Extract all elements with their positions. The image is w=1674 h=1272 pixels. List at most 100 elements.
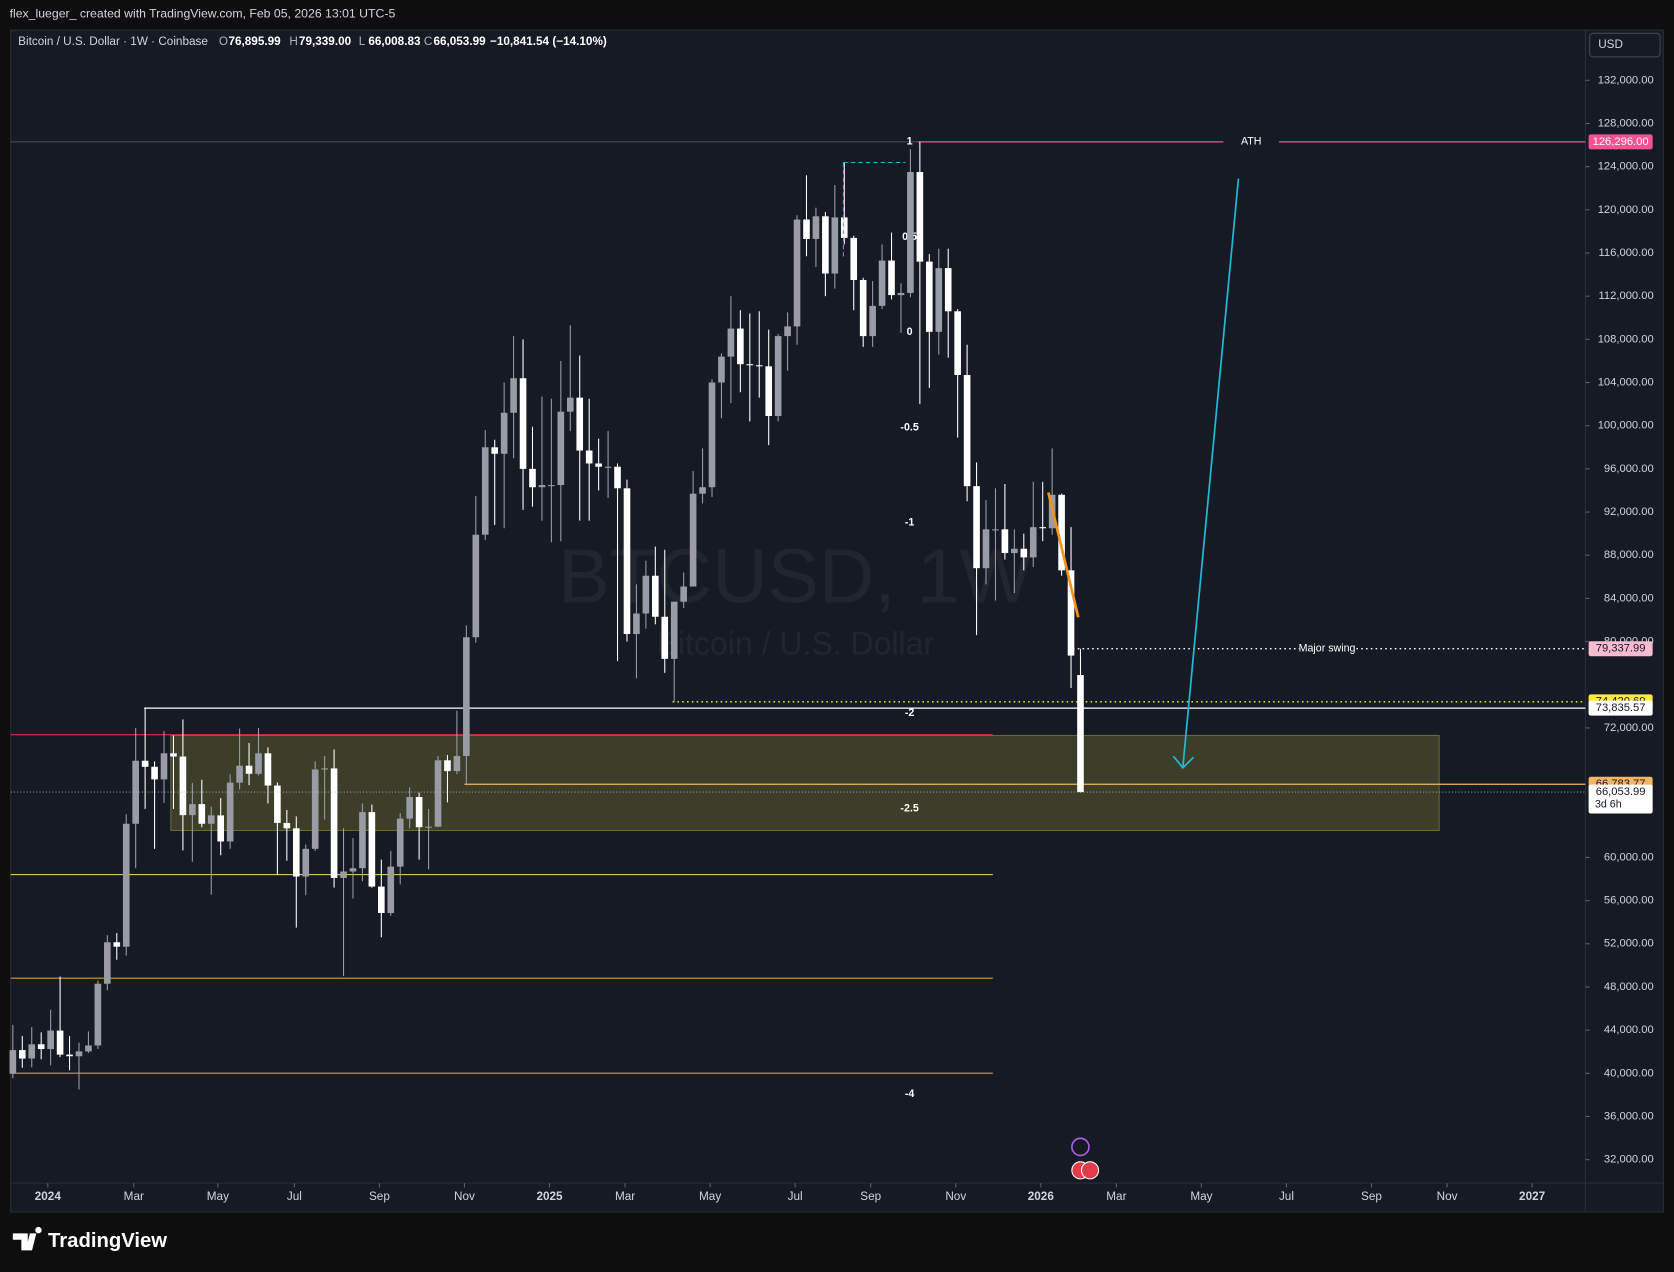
candle-body	[245, 765, 253, 774]
x-tick-label: Nov	[1437, 1190, 1458, 1203]
projection-arrow	[1182, 178, 1240, 767]
y-tick-label: 92,000.00	[1604, 506, 1654, 518]
y-tick-label: 112,000.00	[1599, 290, 1654, 302]
candle-body	[803, 219, 810, 239]
candle-body	[349, 868, 357, 872]
candle-body	[812, 216, 820, 239]
price-badge-label: 126,296.00	[1593, 136, 1649, 148]
x-tick-label: May	[207, 1190, 229, 1203]
countdown: 3d 6h	[1595, 799, 1622, 811]
candle-body	[1011, 548, 1018, 554]
y-tick-label: 72,000.00	[1604, 722, 1654, 734]
candle-body	[755, 365, 763, 367]
candle-body	[510, 378, 517, 413]
x-tick-label: Jul	[1279, 1190, 1294, 1203]
candle-body	[784, 326, 791, 337]
plot: BTCUSD, 1W Bitcoin / U.S. Dollar ATH Major …	[9, 35, 1654, 1203]
legend-value: 66,053.99	[433, 35, 486, 48]
candle-body	[623, 488, 631, 635]
candle-body	[226, 782, 234, 842]
candle-body	[973, 486, 980, 569]
candle-body	[274, 785, 281, 823]
candle-body	[321, 768, 328, 770]
candle-body	[340, 871, 347, 878]
event-icon	[1071, 1137, 1090, 1157]
candle-body	[359, 812, 366, 869]
fib-label: -2	[905, 707, 915, 719]
candle-body	[604, 466, 612, 468]
x-tick-label: Mar	[615, 1190, 635, 1203]
candle-body	[1001, 529, 1009, 554]
currency-button[interactable]	[1589, 32, 1661, 58]
candle-body	[94, 983, 102, 1046]
candle-body	[396, 818, 404, 867]
legend-value: 66,008.83	[368, 35, 421, 48]
candle-body	[670, 601, 678, 659]
candle-body	[434, 760, 442, 827]
candle-body	[1020, 548, 1028, 558]
candle-body	[378, 886, 385, 914]
candle-body	[311, 769, 319, 849]
y-tick-label: 124,000.00	[1598, 161, 1654, 173]
fib-label: -0.5	[900, 421, 918, 433]
watermark: BTCUSD, 1W	[558, 533, 1032, 619]
fib-label: 1	[907, 136, 913, 148]
y-tick-label: 116,000.00	[1599, 247, 1654, 259]
level-text: Major swing	[1299, 643, 1356, 655]
x-tick-label: Sep	[1361, 1190, 1382, 1203]
event-icon	[1080, 1161, 1100, 1180]
candle-body	[822, 216, 829, 274]
y-tick-label: 44,000.00	[1604, 1024, 1654, 1036]
candle-body	[529, 468, 536, 488]
candle-body	[850, 237, 858, 280]
candle-body	[888, 260, 895, 296]
candle-body	[557, 411, 565, 486]
candle-body	[104, 942, 111, 984]
candle-body	[708, 382, 716, 488]
symbol: Bitcoin / U.S. Dollar · 1W · Coinbase	[18, 35, 208, 48]
candle-body	[935, 268, 943, 332]
y-tick-label: 40,000.00	[1604, 1067, 1654, 1079]
candle-body	[840, 217, 848, 238]
candle-body	[746, 364, 754, 366]
candle-body	[264, 753, 272, 786]
candle-body	[189, 804, 196, 816]
candle-body	[406, 796, 413, 819]
candle-body	[869, 305, 876, 337]
candle-body	[737, 328, 744, 365]
price-badge	[1588, 641, 1653, 657]
candle-body	[566, 397, 574, 412]
candle-body	[330, 768, 338, 878]
candle-body	[75, 1051, 83, 1057]
x-tick-label: Jul	[788, 1190, 803, 1203]
candle-body	[255, 753, 262, 774]
brand: TradingView	[48, 1230, 167, 1252]
candle-body	[1029, 527, 1037, 558]
candle-body	[614, 466, 621, 489]
candle-body	[878, 260, 886, 306]
candle-body	[472, 534, 480, 638]
candle-body	[652, 575, 659, 617]
caption: flex_lueger_ created with TradingView.co…	[10, 6, 396, 20]
level-text-bg	[1223, 135, 1279, 149]
x-tick-label: Mar	[124, 1190, 144, 1203]
y-tick-label: 60,000.00	[1604, 851, 1654, 863]
x-tick-label: Nov	[945, 1190, 966, 1203]
candle-body	[283, 822, 291, 829]
candle-body	[481, 447, 489, 535]
candle-body	[538, 485, 546, 488]
candle-body	[56, 1030, 64, 1055]
x-tick-label: 2024	[35, 1190, 62, 1203]
legend-key: O	[219, 35, 228, 48]
y-tick-label: 56,000.00	[1604, 895, 1654, 907]
candle-body	[1058, 494, 1065, 571]
price-badge	[1588, 784, 1653, 814]
candle-body	[1077, 675, 1084, 793]
y-tick-label: 128,000.00	[1598, 117, 1654, 129]
fib-label: -2.5	[900, 802, 918, 814]
candle-body	[576, 397, 584, 451]
candle-body	[66, 1054, 73, 1057]
candle-body	[47, 1030, 54, 1050]
price-badge-label: 73,835.57	[1596, 702, 1646, 714]
